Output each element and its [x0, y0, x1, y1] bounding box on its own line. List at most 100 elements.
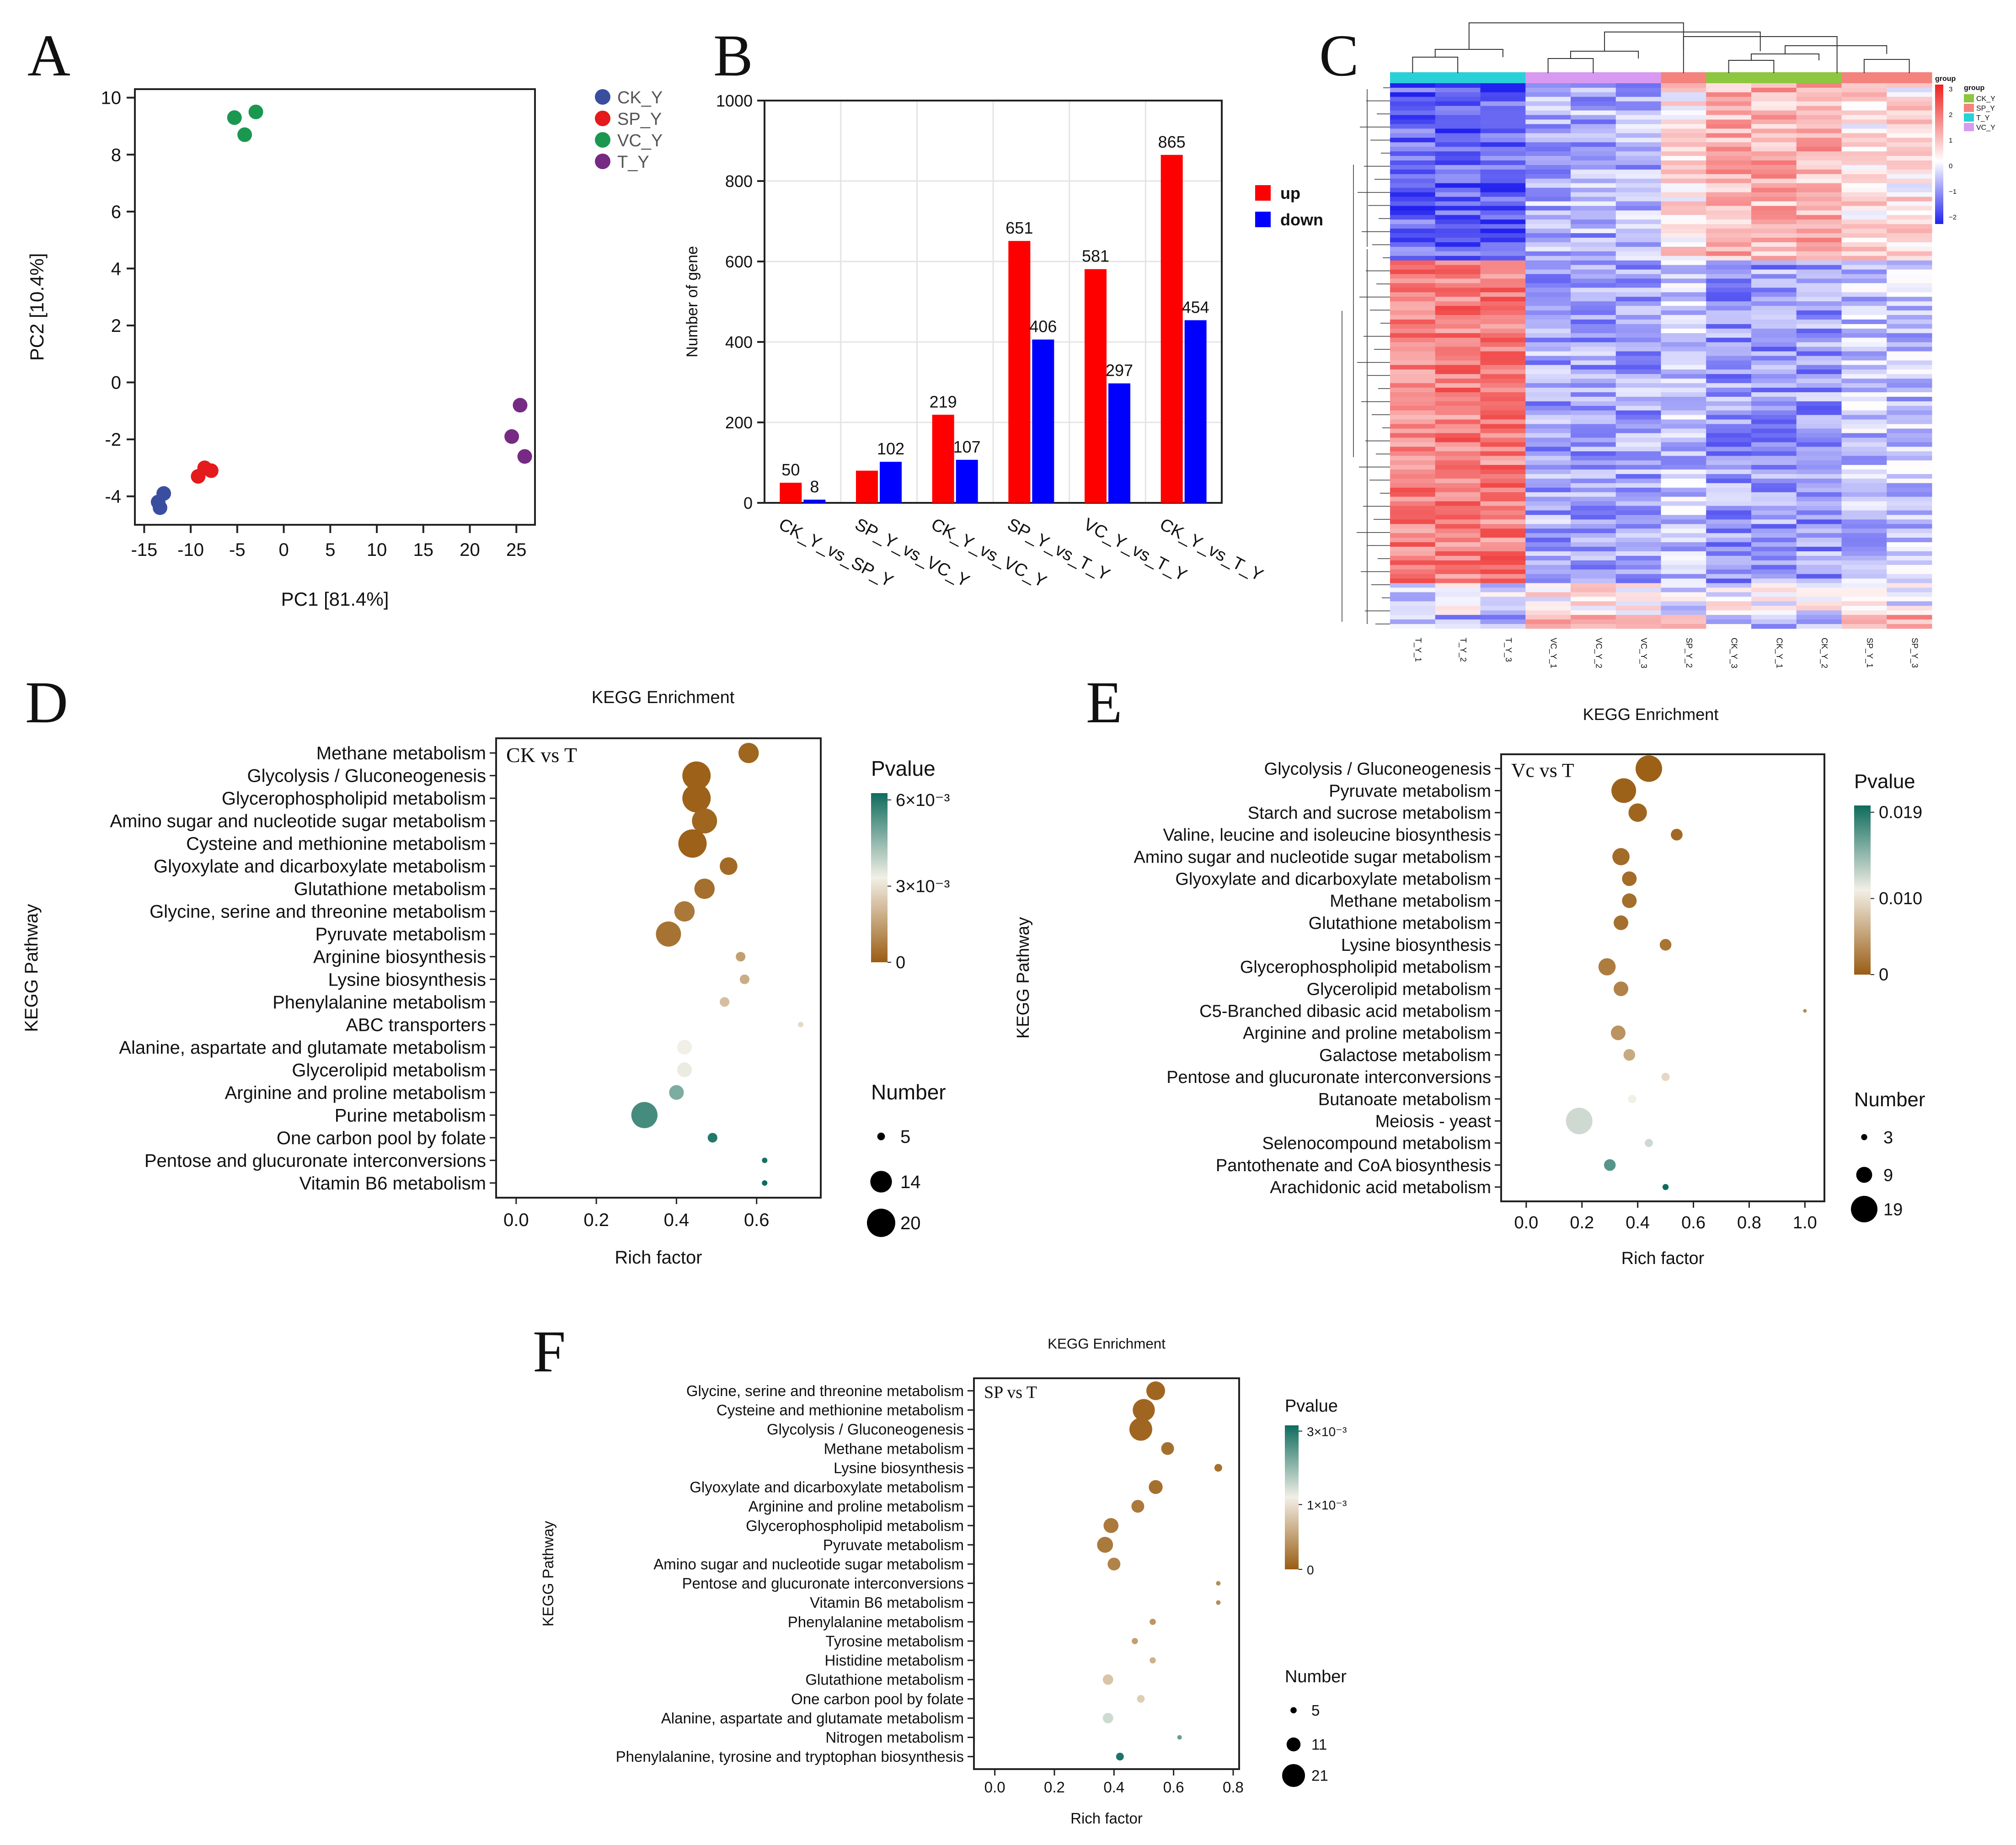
heatmap-cell — [1525, 519, 1571, 524]
heatmap-cell — [1661, 574, 1706, 579]
heatmap-cell — [1390, 619, 1436, 624]
heatmap-cell — [1706, 115, 1752, 120]
heatmap-cell — [1796, 197, 1842, 202]
heatmap-cell — [1751, 542, 1797, 547]
heatmap-cell — [1887, 442, 1932, 447]
heatmap-cell — [1525, 419, 1571, 425]
comparison-annotation: CK vs T — [506, 743, 577, 767]
heatmap-cell — [1841, 388, 1887, 393]
heatmap-cell — [1390, 306, 1436, 311]
heatmap-cell — [1571, 215, 1616, 220]
heatmap-cell — [1435, 215, 1481, 220]
pathway-label: Glutathione metabolism — [294, 879, 486, 899]
heatmap-cell — [1435, 133, 1481, 138]
size-legend-label: 5 — [900, 1127, 910, 1147]
heatmap-cell — [1615, 306, 1661, 311]
heatmap-cell — [1390, 555, 1436, 561]
heatmap-cell — [1841, 142, 1887, 147]
heatmap-cell — [1661, 138, 1706, 143]
heatmap-cell — [1571, 246, 1616, 252]
heatmap-cell — [1661, 133, 1706, 138]
heatmap-cell — [1480, 583, 1526, 588]
heatmap-cell — [1706, 92, 1752, 97]
heatmap-cell — [1615, 333, 1661, 338]
kegg-plot-frame — [973, 1377, 1240, 1770]
heatmap-cell — [1706, 460, 1752, 465]
heatmap-cell — [1615, 210, 1661, 215]
heatmap-cell — [1841, 551, 1887, 556]
heatmap-cell — [1796, 256, 1842, 261]
heatmap-cell — [1661, 337, 1706, 343]
heatmap-cell — [1390, 469, 1436, 475]
heatmap-cell — [1571, 265, 1616, 270]
heatmap-cell — [1435, 478, 1481, 484]
heatmap-cell — [1661, 238, 1706, 243]
heatmap-cell — [1435, 551, 1481, 556]
heatmap-cell — [1390, 606, 1436, 611]
heatmap-cell — [1435, 547, 1481, 552]
heatmap-cell — [1525, 424, 1571, 429]
heatmap-cell — [1796, 133, 1842, 138]
heatmap-cell — [1751, 156, 1797, 161]
heatmap-cell — [1706, 269, 1752, 275]
heatmap-cell — [1887, 124, 1932, 129]
heatmap-cell — [1525, 401, 1571, 406]
heatmap-cell — [1841, 229, 1887, 234]
heatmap-cell — [1435, 569, 1481, 575]
heatmap-cell — [1390, 233, 1436, 238]
pathway-label: Glutathione metabolism — [1309, 914, 1491, 933]
heatmap-cell — [1661, 101, 1706, 107]
heatmap-cell — [1615, 447, 1661, 452]
heatmap-cell — [1661, 256, 1706, 261]
x-tick-label: 0 — [278, 540, 289, 560]
heatmap-cell — [1615, 337, 1661, 343]
heatmap-cell — [1390, 496, 1436, 502]
heatmap-cell — [1615, 460, 1661, 465]
heatmap-cell — [1706, 138, 1752, 143]
heatmap-cell — [1887, 147, 1932, 152]
heatmap-cell — [1661, 597, 1706, 602]
heatmap-cell — [1390, 610, 1436, 615]
heatmap-cell — [1390, 169, 1436, 175]
heatmap-cell — [1480, 597, 1526, 602]
heatmap-cell — [1796, 433, 1842, 438]
pca-point — [513, 398, 528, 413]
heatmap-cell — [1887, 215, 1932, 220]
heatmap-cell — [1661, 192, 1706, 197]
down-bar — [956, 459, 978, 503]
heatmap-cell — [1706, 101, 1752, 107]
heatmap-cell — [1525, 138, 1571, 143]
heatmap-cell — [1887, 246, 1932, 252]
number-legend-title: Number — [871, 1080, 946, 1104]
heatmap-cell — [1887, 555, 1932, 561]
heatmap-cell — [1435, 324, 1481, 329]
heatmap-cell — [1661, 506, 1706, 511]
heatmap-cell — [1706, 524, 1752, 529]
heatmap-cell — [1435, 156, 1481, 161]
heatmap-cell — [1480, 242, 1526, 247]
heatmap-cell — [1435, 342, 1481, 347]
heatmap-cell — [1615, 442, 1661, 447]
heatmap-cell — [1615, 415, 1661, 420]
heatmap-cell — [1661, 360, 1706, 365]
heatmap-cell — [1480, 142, 1526, 147]
heatmap-cell — [1661, 592, 1706, 597]
size-legend-circle — [870, 1171, 892, 1193]
heatmap-cell — [1571, 206, 1616, 211]
heatmap-cell — [1751, 415, 1797, 420]
pathway-label: Methane metabolism — [316, 743, 486, 763]
heatmap-cell — [1796, 342, 1842, 347]
heatmap-cell — [1841, 283, 1887, 288]
heatmap-cell — [1841, 555, 1887, 561]
heatmap-cell — [1571, 233, 1616, 238]
heatmap-cell — [1796, 265, 1842, 270]
heatmap-cell — [1480, 379, 1526, 384]
heatmap-cell — [1706, 283, 1752, 288]
heatmap-cell — [1525, 347, 1571, 352]
heatmap-cell — [1796, 315, 1842, 320]
enrichment-bubble — [1614, 915, 1629, 930]
heatmap-cell — [1661, 233, 1706, 238]
color-scale-tick: 3 — [1949, 85, 1952, 93]
heatmap-cell — [1480, 337, 1526, 343]
enrichment-bubble — [1146, 1381, 1166, 1400]
